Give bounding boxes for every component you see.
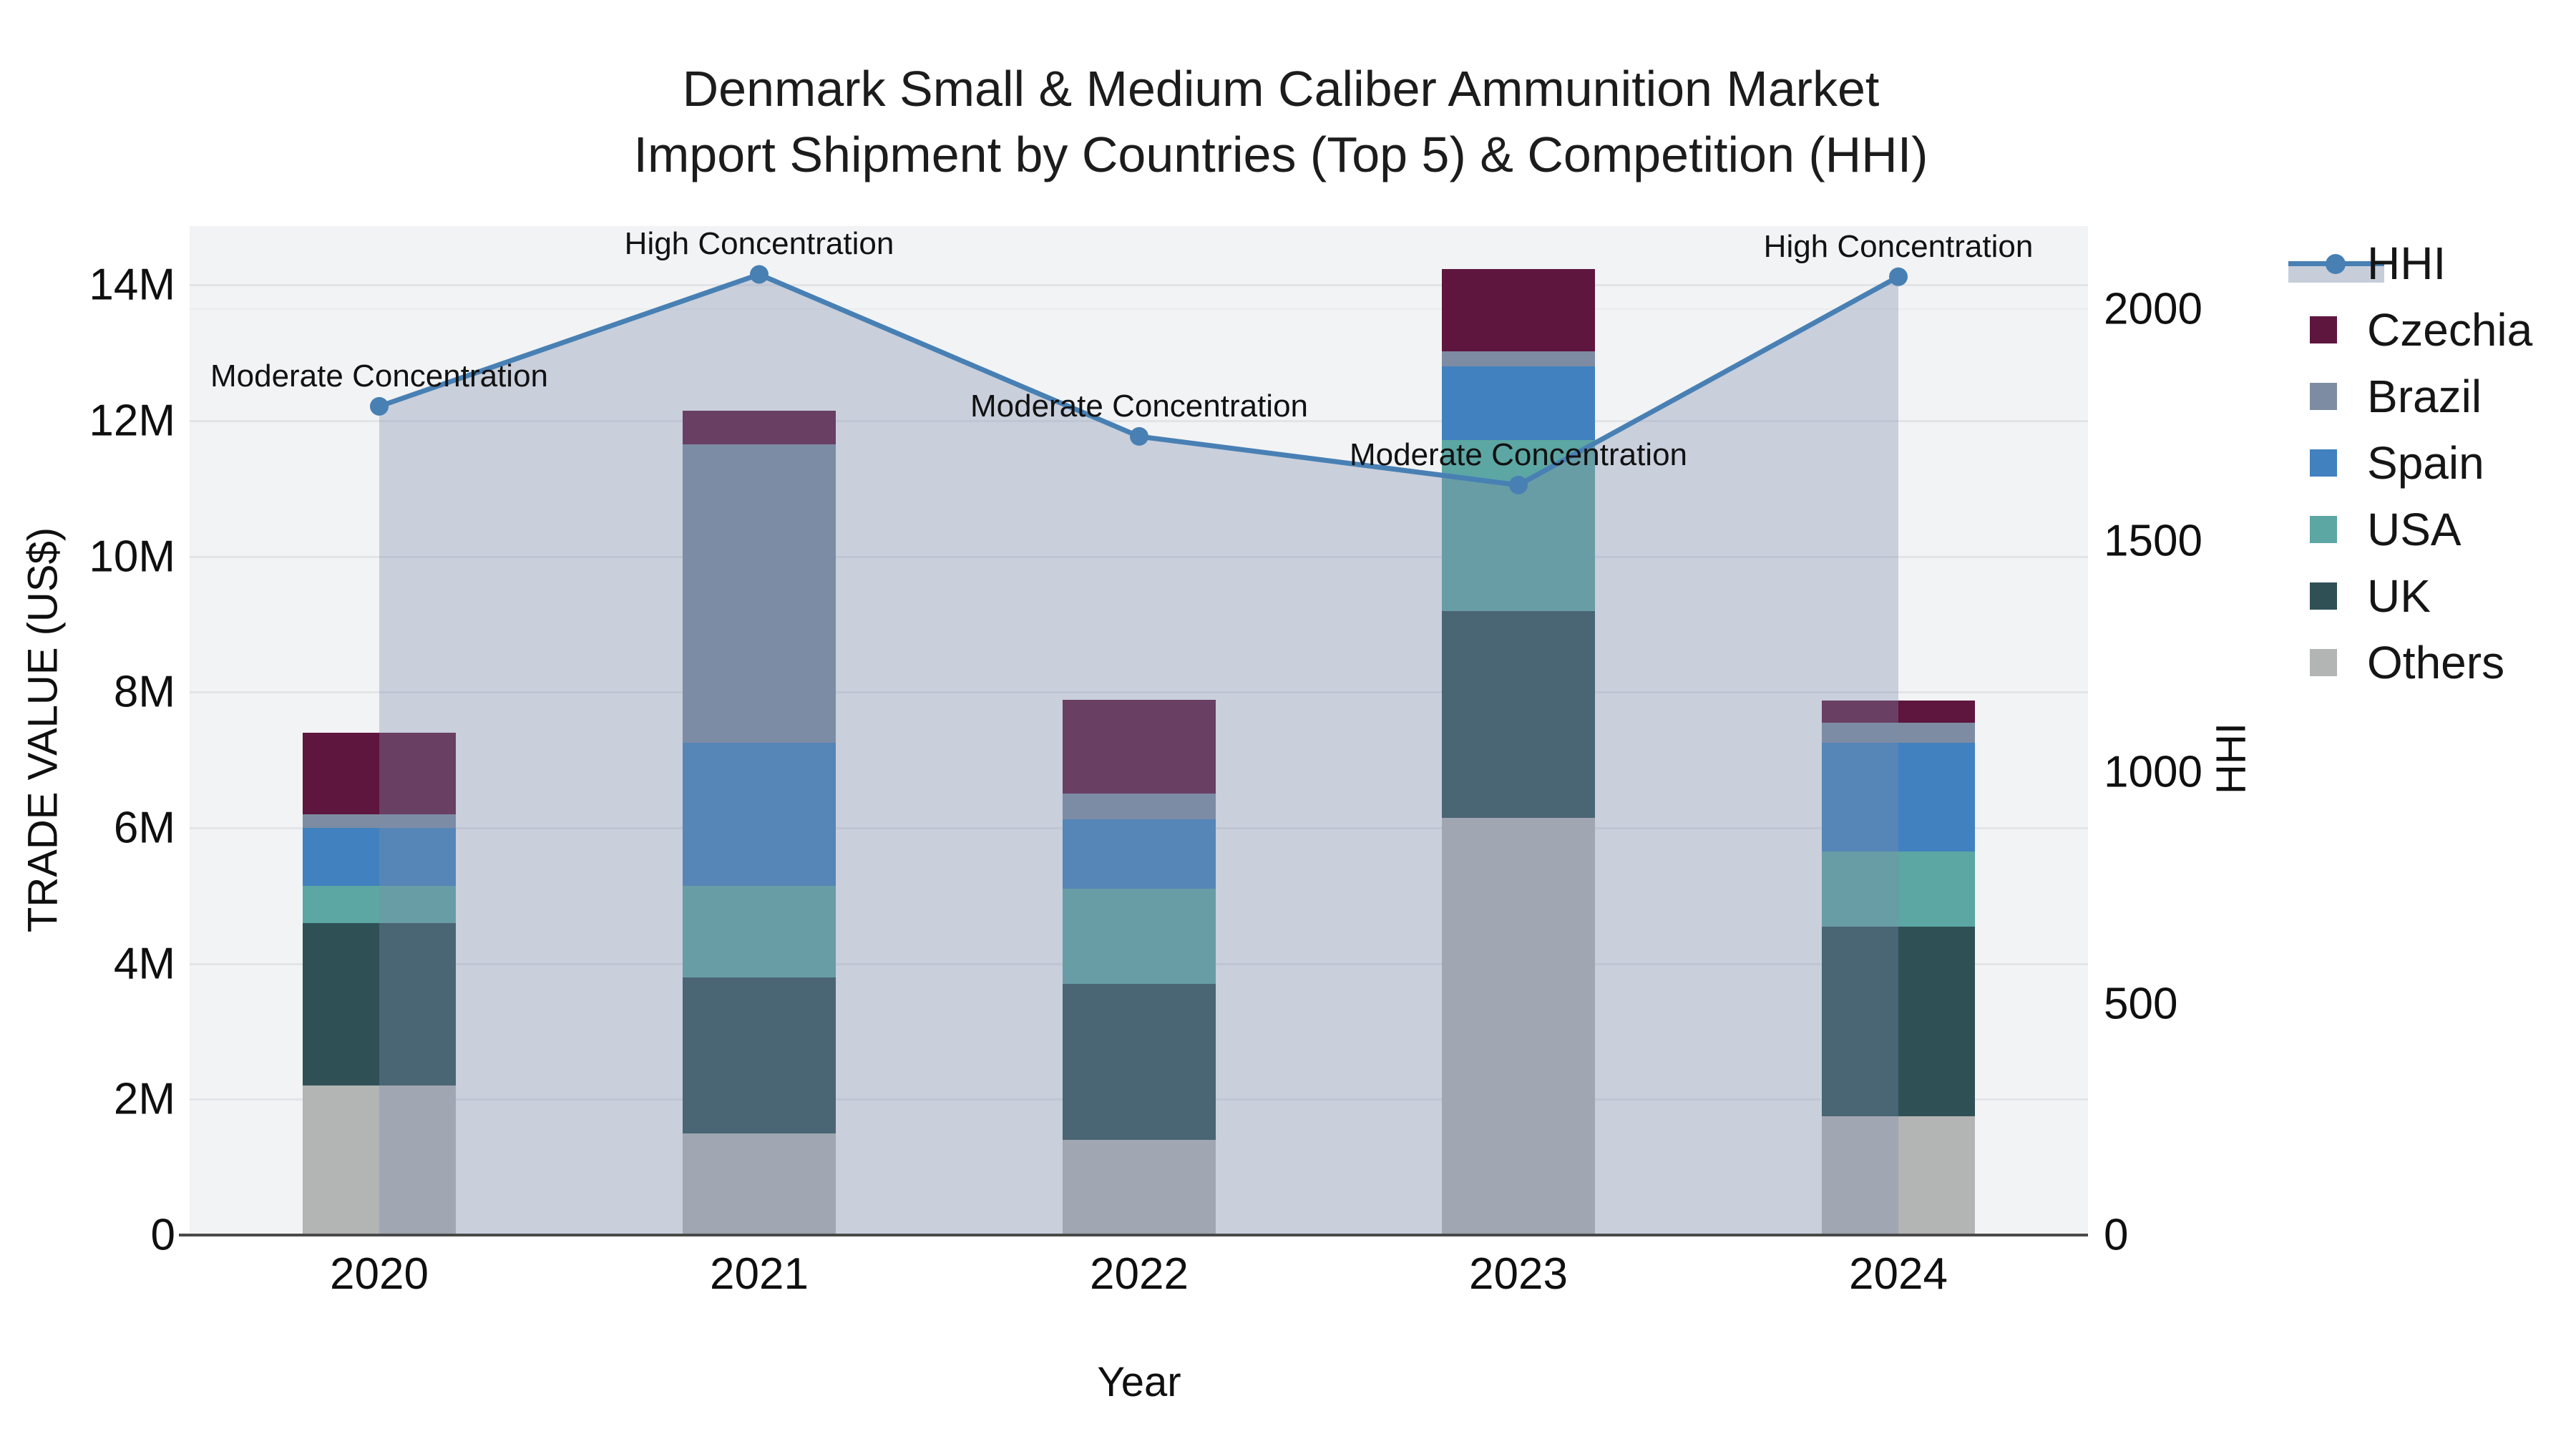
- y-right-tick-0: 0: [2104, 1210, 2129, 1260]
- bar-2021-brazil: [683, 444, 836, 743]
- hhi-legend-marker: [2326, 254, 2346, 274]
- x-axis-line: [179, 1234, 2088, 1236]
- bar-2022-usa: [1063, 889, 1216, 985]
- bar-2024-spain: [1822, 743, 1975, 852]
- bar-2020-uk: [303, 922, 456, 1086]
- annotation-2024: High Concentration: [1763, 228, 2034, 264]
- chart-title-line1: Denmark Small & Medium Caliber Ammunitio…: [682, 61, 1880, 117]
- y-left-tick-2M: 2M: [113, 1074, 175, 1124]
- legend-swatch-usa: [2310, 516, 2337, 543]
- bar-2023-spain: [1442, 366, 1595, 440]
- bar-2023-czechia: [1442, 268, 1595, 352]
- legend-item-usa[interactable]: USA: [2310, 504, 2560, 555]
- gridline-14M: [190, 284, 2088, 287]
- x-tick-2020: 2020: [330, 1249, 429, 1299]
- bar-2024-usa: [1822, 852, 1975, 927]
- y-left-tick-14M: 14M: [89, 260, 175, 310]
- y-right-tick-1500: 1500: [2104, 516, 2202, 565]
- annotation-2020: Moderate Concentration: [210, 358, 549, 394]
- legend-label-usa: USA: [2367, 504, 2462, 555]
- legend-item-brazil[interactable]: Brazil: [2310, 371, 2560, 422]
- y-left-tick-8M: 8M: [113, 667, 175, 717]
- chart-title: Denmark Small & Medium Caliber Ammunitio…: [634, 56, 1928, 187]
- y-right-tick-500: 500: [2104, 979, 2178, 1028]
- y-left-tick-4M: 4M: [113, 939, 175, 989]
- gridline-hhi-2000: [190, 308, 2088, 310]
- bar-2024-czechia: [1822, 700, 1975, 723]
- bar-2023-uk: [1442, 610, 1595, 818]
- bar-2021-uk: [683, 977, 836, 1133]
- legend-label-czechia: Czechia: [2367, 304, 2533, 356]
- bar-2023-brazil: [1442, 351, 1595, 367]
- bar-2022-brazil: [1063, 793, 1216, 819]
- annotation-2023: Moderate Concentration: [1349, 436, 1688, 472]
- legend-label-uk: UK: [2367, 570, 2431, 622]
- bar-2021-czechia: [683, 410, 836, 445]
- gridline-10M: [190, 555, 2088, 558]
- bar-2020-brazil: [303, 814, 456, 828]
- bar-2020-others: [303, 1085, 456, 1235]
- annotation-2021: High Concentration: [624, 226, 894, 262]
- legend-swatch-spain: [2310, 449, 2337, 477]
- bar-2024-brazil: [1822, 723, 1975, 743]
- y-left-tick-10M: 10M: [89, 532, 175, 582]
- annotation-2022: Moderate Concentration: [970, 388, 1309, 424]
- x-tick-2023: 2023: [1469, 1249, 1568, 1299]
- legend-swatch-uk: [2310, 582, 2337, 610]
- y-left-tick-0: 0: [150, 1210, 175, 1260]
- bar-2020-usa: [303, 885, 456, 923]
- bar-2020-czechia: [303, 733, 456, 815]
- bar-2021-usa: [683, 885, 836, 977]
- bar-2022-czechia: [1063, 699, 1216, 794]
- legend-item-others[interactable]: Others: [2310, 637, 2560, 688]
- x-tick-2022: 2022: [1090, 1249, 1189, 1299]
- y-left-tick-6M: 6M: [113, 803, 175, 853]
- y-left-tick-12M: 12M: [89, 396, 175, 446]
- bar-2020-spain: [303, 828, 456, 886]
- legend-item-hhi[interactable]: HHI: [2288, 238, 2560, 289]
- x-axis-title: Year: [1097, 1359, 1181, 1405]
- bar-2024-uk: [1822, 926, 1975, 1117]
- x-tick-2021: 2021: [710, 1249, 809, 1299]
- bar-2023-others: [1442, 817, 1595, 1235]
- legend-label-others: Others: [2367, 637, 2505, 688]
- gridline-8M: [190, 691, 2088, 694]
- bar-2021-spain: [683, 743, 836, 886]
- legend-label-hhi: HHI: [2367, 238, 2446, 289]
- y-right-axis-title: HHI: [2207, 723, 2255, 794]
- legend-swatch-brazil: [2310, 383, 2337, 410]
- chart-title-line2: Import Shipment by Countries (Top 5) & C…: [633, 127, 1928, 182]
- x-tick-2024: 2024: [1849, 1249, 1948, 1299]
- legend-swatch-czechia: [2310, 316, 2337, 343]
- legend-label-spain: Spain: [2367, 437, 2484, 489]
- legend-item-spain[interactable]: Spain: [2310, 437, 2560, 489]
- y-left-axis-title: TRADE VALUE (US$): [19, 527, 67, 933]
- legend-item-czechia[interactable]: Czechia: [2310, 304, 2560, 356]
- bar-2022-uk: [1063, 984, 1216, 1141]
- y-right-tick-2000: 2000: [2104, 284, 2202, 334]
- bar-2022-others: [1063, 1140, 1216, 1235]
- legend-label-brazil: Brazil: [2367, 371, 2482, 422]
- bar-2022-spain: [1063, 819, 1216, 889]
- legend-swatch-others: [2310, 649, 2337, 676]
- bar-2021-others: [683, 1133, 836, 1235]
- bar-2024-others: [1822, 1116, 1975, 1235]
- y-right-tick-1000: 1000: [2104, 747, 2202, 797]
- legend-item-uk[interactable]: UK: [2310, 570, 2560, 622]
